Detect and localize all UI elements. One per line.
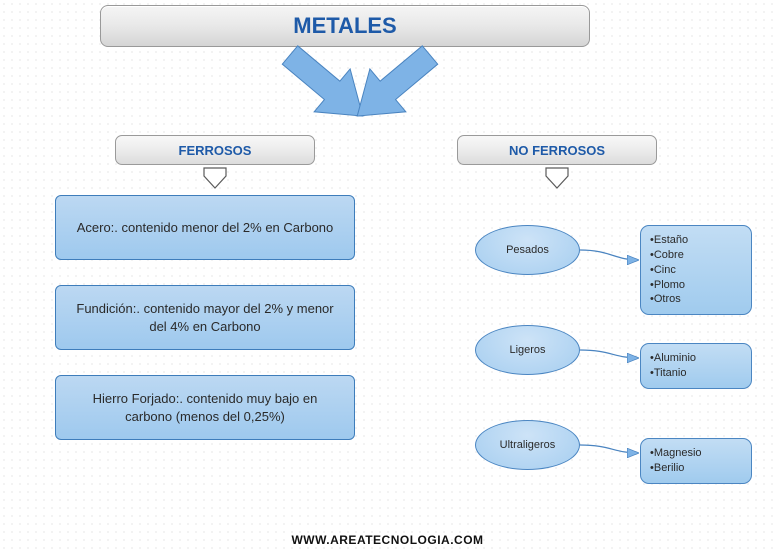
list-item: •Magnesio bbox=[650, 446, 742, 461]
connector-ultraligeros bbox=[580, 445, 638, 453]
no-ferrosos-label: NO FERROSOS bbox=[509, 143, 605, 158]
ferrosos-item: Acero:. contenido menor del 2% en Carbon… bbox=[55, 195, 355, 260]
connector-pesados bbox=[580, 250, 638, 260]
list-item: •Aluminio bbox=[650, 351, 742, 366]
footer-url: WWW.AREATECNOLOGIA.COM bbox=[0, 533, 775, 547]
category-name: Ligeros bbox=[509, 344, 545, 356]
title-box: METALES bbox=[100, 5, 590, 47]
no-ferrosos-header: NO FERROSOS bbox=[457, 135, 657, 165]
chevron-ferrosos bbox=[204, 168, 226, 188]
connector-ligeros bbox=[580, 350, 638, 358]
ferrosos-item-text: Hierro Forjado:. contenido muy bajo en c… bbox=[70, 390, 340, 425]
category-ellipse-ligeros: Ligeros bbox=[475, 325, 580, 375]
ferrosos-item-text: Fundición:. contenido mayor del 2% y men… bbox=[70, 300, 340, 335]
list-item: •Plomo bbox=[650, 278, 742, 293]
list-item: •Estaño bbox=[650, 233, 742, 248]
ferrosos-label: FERROSOS bbox=[179, 143, 252, 158]
category-ellipse-pesados: Pesados bbox=[475, 225, 580, 275]
chevron-no-ferrosos bbox=[546, 168, 568, 188]
arrow-to-no-ferrosos bbox=[339, 34, 448, 138]
category-name: Ultraligeros bbox=[500, 439, 556, 451]
category-list-ligeros: •Aluminio•Titanio bbox=[640, 343, 752, 389]
list-item: •Cobre bbox=[650, 248, 742, 263]
category-ellipse-ultraligeros: Ultraligeros bbox=[475, 420, 580, 470]
title-text: METALES bbox=[293, 13, 396, 39]
ferrosos-header: FERROSOS bbox=[115, 135, 315, 165]
list-item: •Berilio bbox=[650, 461, 742, 476]
list-item: •Otros bbox=[650, 292, 742, 307]
list-item: •Cinc bbox=[650, 263, 742, 278]
category-list-ultraligeros: •Magnesio•Berilio bbox=[640, 438, 752, 484]
ferrosos-item-text: Acero:. contenido menor del 2% en Carbon… bbox=[77, 219, 334, 237]
ferrosos-item: Fundición:. contenido mayor del 2% y men… bbox=[55, 285, 355, 350]
category-name: Pesados bbox=[506, 244, 549, 256]
category-list-pesados: •Estaño•Cobre•Cinc•Plomo•Otros bbox=[640, 225, 752, 315]
arrow-to-ferrosos bbox=[272, 34, 381, 138]
ferrosos-item: Hierro Forjado:. contenido muy bajo en c… bbox=[55, 375, 355, 440]
footer-text: WWW.AREATECNOLOGIA.COM bbox=[291, 533, 483, 547]
list-item: •Titanio bbox=[650, 366, 742, 381]
